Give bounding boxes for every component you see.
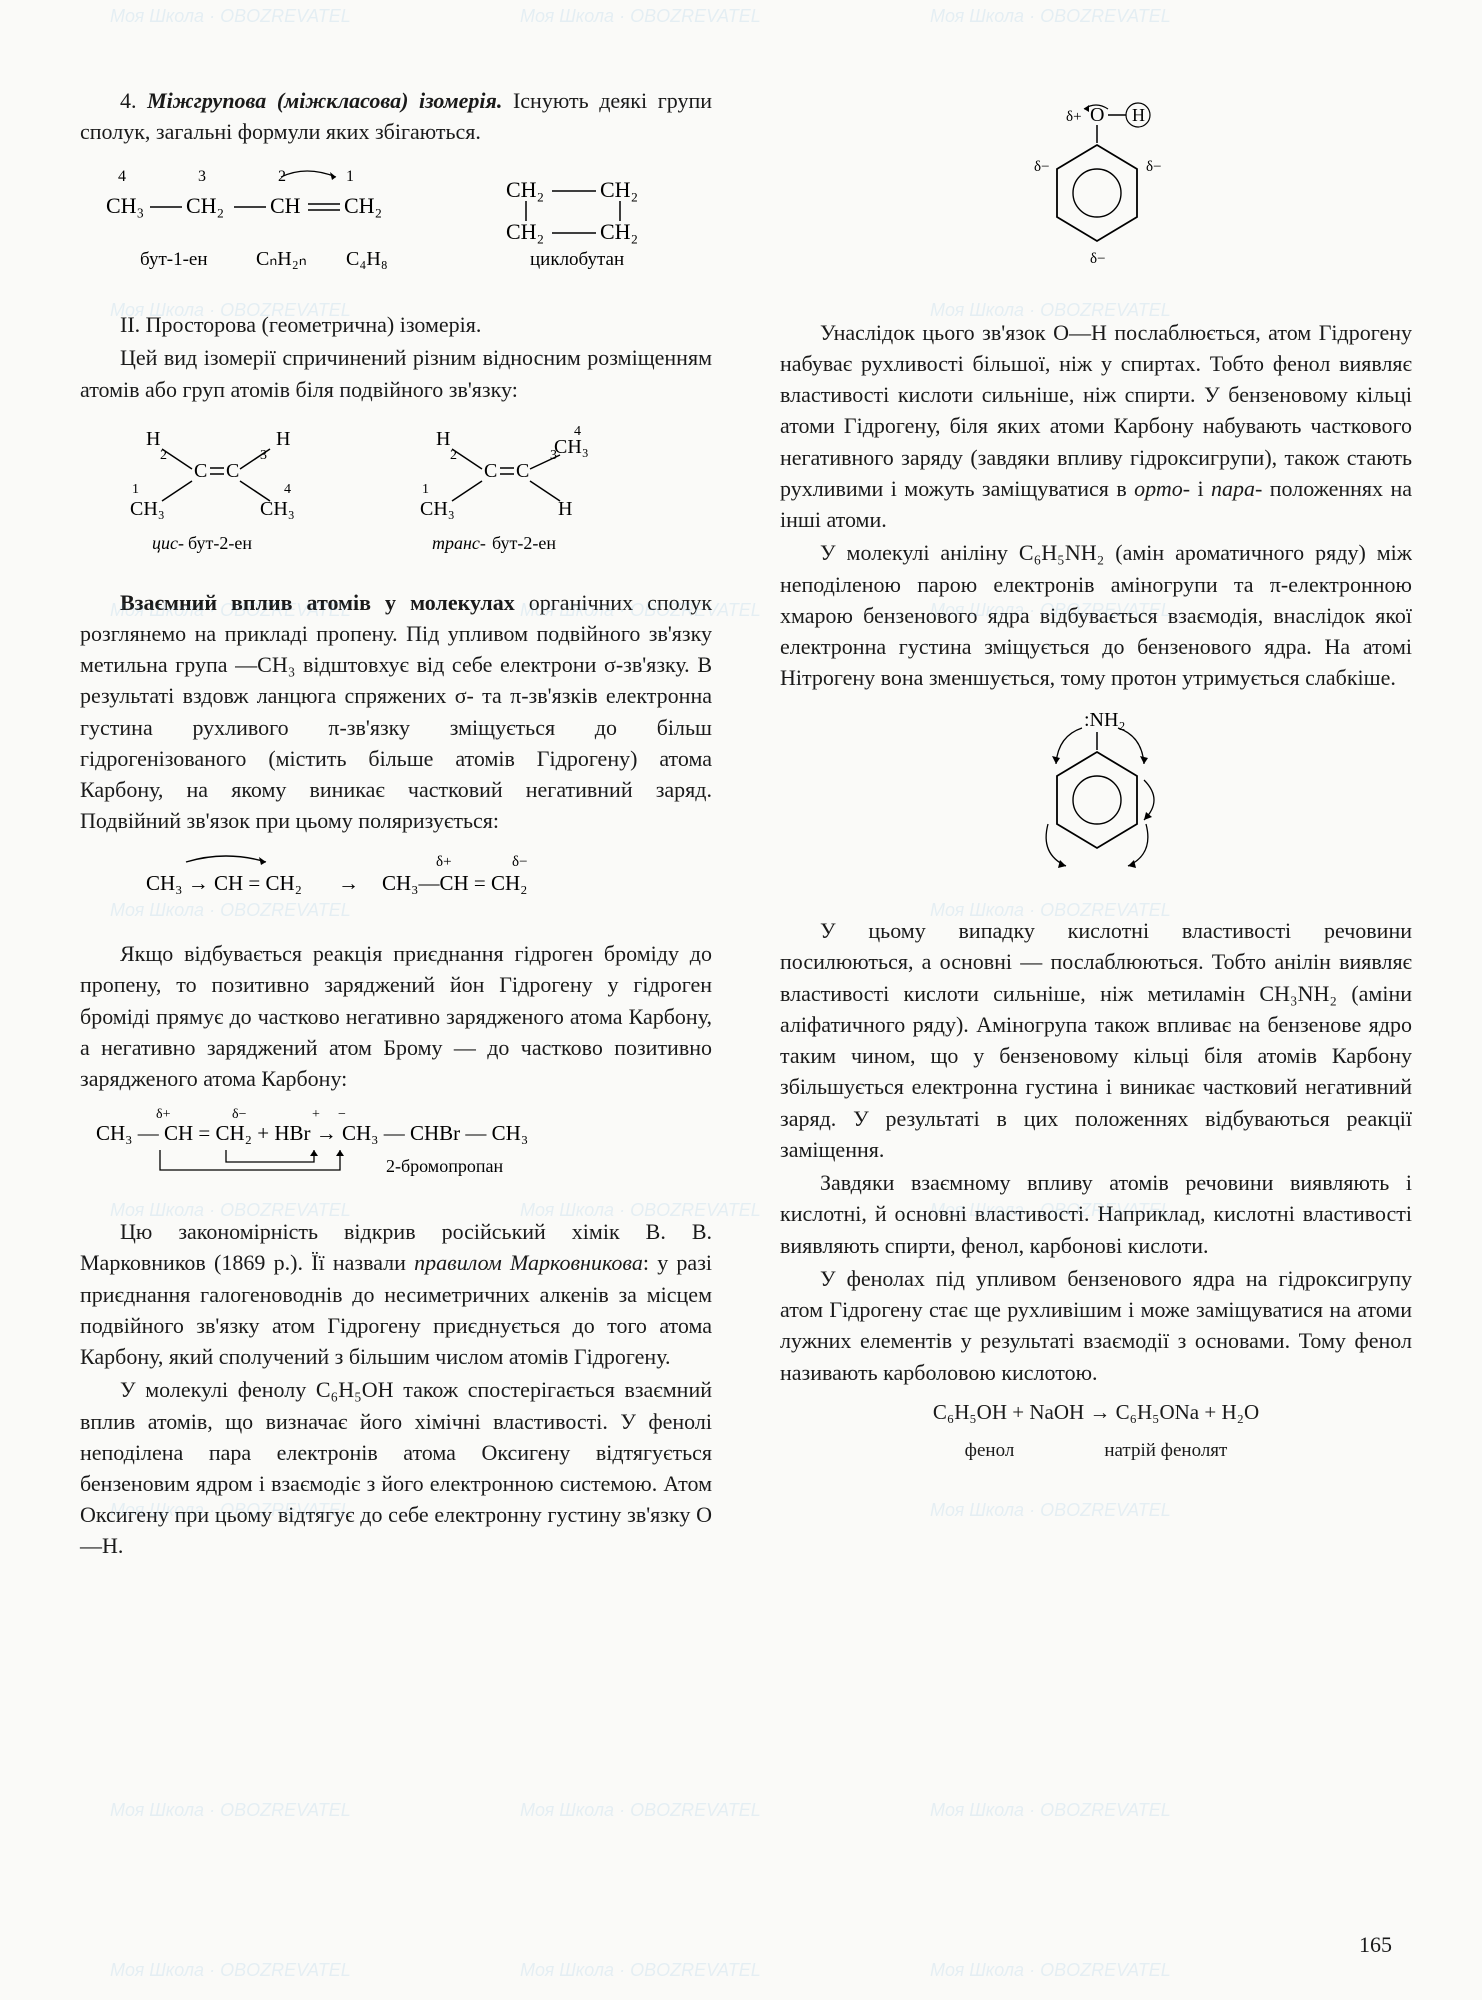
- svg-text:δ+: δ+: [436, 854, 452, 870]
- para3: Взаємний вплив атомів у молекулах органі…: [80, 587, 712, 837]
- svg-text:C: C: [484, 460, 497, 482]
- svg-text:CH: CH: [270, 193, 301, 218]
- svg-text:CH₂: CH₂: [506, 177, 544, 202]
- svg-text:H: H: [436, 428, 450, 450]
- aniline-diagram: :NH₂: [780, 704, 1412, 902]
- struct-but1ene-cyclobutane: 4 3 2 1 CH₃ CH₂ CH CH₂ бут-1-ен CₙH₂ₙ C₄…: [80, 157, 712, 295]
- svg-text::NH₂: :NH₂: [1084, 709, 1125, 731]
- svg-text:CH₃ — CH = CH₂ + HBr → CH₃ — C: CH₃ — CH = CH₂ + HBr → CH₃ — CHBr — CH₃: [96, 1121, 528, 1145]
- svg-text:CH₃ → CH = CH₂: CH₃ → CH = CH₂: [146, 871, 302, 895]
- watermark: Моя Школа · OBOZREVATEL: [110, 6, 351, 27]
- svg-text:O: O: [1090, 104, 1104, 126]
- svg-text:CₙH₂ₙ: CₙH₂ₙ: [256, 248, 307, 270]
- phenol-eq-text: C₆H₅OH + NaOH → C₆H₅ONa + H₂O: [933, 1400, 1259, 1424]
- col2-para2: У молекулі аніліну C₆H₅NH₂ (амін аромати…: [780, 537, 1412, 693]
- svg-text:4: 4: [284, 482, 291, 497]
- svg-text:H: H: [146, 428, 160, 450]
- svg-text:C: C: [194, 460, 207, 482]
- col2-para1-it2: пара-: [1211, 476, 1262, 501]
- phenol-eq-labels: фенол натрій фенолят: [780, 1438, 1412, 1465]
- svg-text:3: 3: [198, 168, 206, 185]
- col2-para3: У цьому випадку кислотні властивості реч…: [780, 915, 1412, 1165]
- item4-para: 4. Міжгрупова (міжкласова) ізомерія. Існ…: [80, 85, 712, 147]
- svg-text:δ+: δ+: [156, 1107, 171, 1122]
- watermark: Моя Школа · OBOZREVATEL: [930, 6, 1171, 27]
- svg-text:CH₂: CH₂: [600, 177, 638, 202]
- col2-para1-start: Унаслідок цього зв'язок O—H послаблюєтьс…: [780, 320, 1412, 501]
- svg-text:CH₂: CH₂: [506, 219, 544, 244]
- right-column: δ+ O H δ− δ− δ− Унаслідок цього зв'язок …: [770, 85, 1412, 1940]
- svg-text:C: C: [516, 460, 529, 482]
- svg-text:CH₃: CH₃: [130, 498, 165, 520]
- svg-text:2-бромопропан: 2-бромопропан: [386, 1156, 503, 1176]
- svg-text:H: H: [1132, 105, 1145, 125]
- para6: У молекулі фенолу C₆H₅OH також спостеріг…: [80, 1374, 712, 1561]
- svg-text:1: 1: [132, 482, 139, 497]
- col2-para1-it1: орто-: [1134, 476, 1190, 501]
- svg-text:δ−: δ−: [1146, 159, 1162, 175]
- watermark: Моя Школа · OBOZREVATEL: [930, 1960, 1171, 1981]
- svg-text:δ−: δ−: [1090, 251, 1106, 267]
- para4: Якщо відбувається реакція приєднання гід…: [80, 938, 712, 1094]
- para3-text: органічних сполук розглянемо на прикладі…: [80, 590, 712, 834]
- phenol-diagram: δ+ O H δ− δ− δ−: [780, 95, 1412, 303]
- para3-bold: Взаємний вплив атомів у молекулах: [120, 590, 515, 615]
- svg-text:CH₂: CH₂: [600, 219, 638, 244]
- svg-text:−: −: [338, 1107, 346, 1122]
- svg-text:CH₃: CH₃: [260, 498, 295, 520]
- left-column: 4. Міжгрупова (міжкласова) ізомерія. Існ…: [80, 85, 722, 1940]
- page: Моя Школа · OBOZREVATEL Моя Школа · OBOZ…: [0, 0, 1482, 2000]
- section2-text: Цей вид ізомерії спричинений різним відн…: [80, 342, 712, 404]
- svg-text:1: 1: [346, 168, 354, 185]
- eq-polarization: CH₃ → CH = CH₂ → δ+ δ− CH₃—CH = CH₂: [80, 846, 712, 924]
- col2-para4: Завдяки взаємному впливу атомів речовини…: [780, 1167, 1412, 1261]
- page-number: 165: [1359, 1932, 1392, 1958]
- eq-label-phenol: фенол: [965, 1438, 1015, 1465]
- svg-text:CH₃—CH = CH₂: CH₃—CH = CH₂: [382, 871, 528, 895]
- svg-text:CH₂: CH₂: [186, 193, 224, 218]
- svg-text:δ−: δ−: [232, 1107, 247, 1122]
- svg-text:C₄H₈: C₄H₈: [346, 248, 388, 270]
- item4-num: 4.: [120, 88, 137, 113]
- col2-para5: У фенолах під упливом бензенового ядра н…: [780, 1263, 1412, 1388]
- svg-text:CH₃: CH₃: [420, 498, 455, 520]
- watermark: Моя Школа · OBOZREVATEL: [520, 6, 761, 27]
- svg-text:4: 4: [118, 168, 126, 185]
- svg-text:+: +: [312, 1107, 320, 1122]
- col2-para1: Унаслідок цього зв'язок O—H послаблюєтьс…: [780, 317, 1412, 536]
- section2-title: II. Просторова (геометрична) ізомерія.: [80, 309, 712, 340]
- svg-text:цис-: цис-: [152, 533, 184, 553]
- svg-text:бут-2-ен: бут-2-ен: [188, 533, 252, 553]
- svg-text:бут-1-ен: бут-1-ен: [140, 249, 208, 270]
- svg-text:δ−: δ−: [1034, 159, 1050, 175]
- svg-text:CH₃: CH₃: [106, 193, 144, 218]
- struct-cis-trans: H 2 3 H C C 1 CH₃ 4 CH₃ цис-бут-2-ен H 2: [80, 415, 712, 573]
- svg-text:H: H: [276, 428, 290, 450]
- para5-italic: правилом Марковникова: [414, 1250, 643, 1275]
- svg-text:1: 1: [422, 482, 429, 497]
- svg-text:H: H: [558, 498, 572, 520]
- para5: Цю закономірність відкрив російський хім…: [80, 1216, 712, 1372]
- svg-text:→: →: [338, 871, 359, 895]
- svg-text:циклобутан: циклобутан: [530, 249, 624, 270]
- svg-text:бут-2-ен: бут-2-ен: [492, 533, 556, 553]
- svg-text:δ−: δ−: [512, 854, 528, 870]
- phenol-naoh-eq: C₆H₅OH + NaOH → C₆H₅ONa + H₂O: [780, 1398, 1412, 1428]
- watermark: Моя Школа · OBOZREVATEL: [520, 1960, 761, 1981]
- item4-title: Міжгрупова (міжкласова) ізомерія.: [147, 88, 502, 113]
- eq-label-phenolate: натрій фенолят: [1104, 1438, 1227, 1465]
- watermark: Моя Школа · OBOZREVATEL: [110, 1960, 351, 1981]
- eq-markovnikov: δ+ δ− + − CH₃ — CH = CH₂ + HBr → CH₃ — C…: [80, 1104, 712, 1202]
- svg-text:транс-: транс-: [432, 533, 486, 553]
- svg-text:C: C: [226, 460, 239, 482]
- svg-text:CH₂: CH₂: [344, 193, 382, 218]
- col2-para1-mid: і: [1190, 476, 1211, 501]
- svg-text:δ+: δ+: [1066, 109, 1082, 125]
